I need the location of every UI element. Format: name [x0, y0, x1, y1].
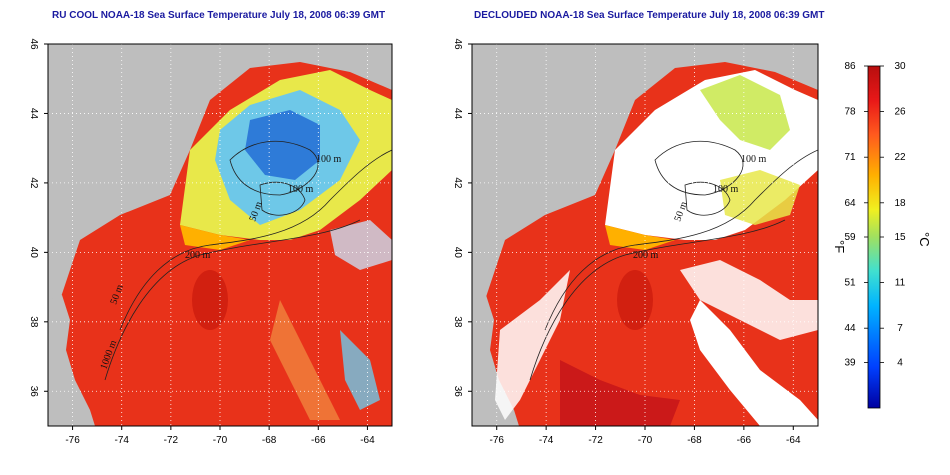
- celsius-tick-label: 11: [895, 278, 906, 289]
- left-panel-title: RU COOL NOAA-18 Sea Surface Temperature …: [52, 10, 386, 21]
- contour-label: 100 m: [741, 154, 767, 165]
- contour-label: 100 m: [713, 184, 739, 195]
- celsius-tick-label: 4: [897, 357, 903, 368]
- x-tick-label: -66: [311, 435, 326, 446]
- y-tick-label: 36: [28, 386, 39, 398]
- right-axes: -76 -74 -72 -70 -68 -66 -64 36 38 40 42 44 46: [452, 38, 801, 446]
- celsius-tick-label: 7: [897, 323, 903, 334]
- contour-label: 100 m: [316, 154, 342, 165]
- fahrenheit-tick-label: 44: [844, 323, 856, 334]
- cloud-mask: [495, 270, 570, 420]
- celsius-tick-label: 15: [894, 232, 906, 243]
- x-tick-label: -76: [65, 435, 80, 446]
- cloud-mask: [680, 260, 818, 340]
- x-tick-label: -68: [262, 435, 277, 446]
- celsius-unit-label: °C: [917, 232, 932, 247]
- right-sst-map: 100 m 100 m 50 m 200 m: [472, 44, 818, 426]
- y-tick-label: 38: [452, 316, 463, 328]
- land-mass: [48, 44, 392, 330]
- celsius-tick-label: 26: [894, 107, 906, 118]
- x-tick-label: -68: [687, 435, 702, 446]
- y-tick-label: 38: [28, 316, 39, 328]
- x-tick-label: -76: [489, 435, 504, 446]
- right-panel-title: DECLOUDED NOAA-18 Sea Surface Temperatur…: [474, 10, 825, 21]
- y-tick-label: 44: [452, 108, 463, 120]
- land-coast: [48, 295, 95, 426]
- fahrenheit-tick-label: 71: [844, 152, 856, 163]
- x-tick-label: -70: [213, 435, 228, 446]
- fahrenheit-tick-label: 39: [844, 357, 856, 368]
- contour-label: 200 m: [185, 250, 211, 261]
- left-sst-map: 100 m 100 m 50 m 200 m 50 m 1000 m: [48, 44, 392, 426]
- fahrenheit-tick-label: 86: [844, 61, 856, 72]
- celsius-tick-label: 22: [894, 152, 906, 163]
- x-tick-label: -72: [588, 435, 603, 446]
- fahrenheit-tick-label: 64: [844, 198, 856, 209]
- y-tick-label: 42: [28, 177, 39, 189]
- x-tick-label: -74: [114, 435, 129, 446]
- fahrenheit-tick-label: 59: [844, 232, 856, 243]
- y-tick-label: 46: [452, 38, 463, 50]
- temperature-colorbar: [867, 65, 881, 409]
- y-tick-label: 46: [28, 38, 39, 50]
- right-grid: [472, 44, 818, 426]
- x-tick-label: -66: [737, 435, 752, 446]
- left-axes: -76 -74 -72 -70 -68 -66 -64 36 38 40 42 44 46: [28, 38, 375, 446]
- fahrenheit-tick-label: 51: [844, 278, 856, 289]
- x-tick-label: -64: [360, 435, 375, 446]
- y-tick-label: 42: [452, 177, 463, 189]
- y-tick-label: 40: [452, 247, 463, 259]
- land-coast: [472, 295, 519, 426]
- y-tick-label: 40: [28, 247, 39, 259]
- x-tick-label: -70: [638, 435, 653, 446]
- celsius-tick-label: 30: [894, 61, 906, 72]
- contour-label: 200 m: [633, 250, 659, 261]
- y-tick-label: 36: [452, 386, 463, 398]
- fahrenheit-unit-label: °F: [832, 240, 847, 253]
- cloud-mask: [690, 300, 818, 426]
- x-tick-label: -64: [786, 435, 801, 446]
- celsius-tick-label: 18: [894, 198, 906, 209]
- fahrenheit-tick-label: 78: [844, 107, 856, 118]
- y-tick-label: 44: [28, 108, 39, 120]
- x-tick-label: -72: [164, 435, 179, 446]
- x-tick-label: -74: [539, 435, 554, 446]
- contour-label: 100 m: [288, 184, 314, 195]
- land-mass: [472, 44, 818, 330]
- left-grid: [48, 44, 392, 426]
